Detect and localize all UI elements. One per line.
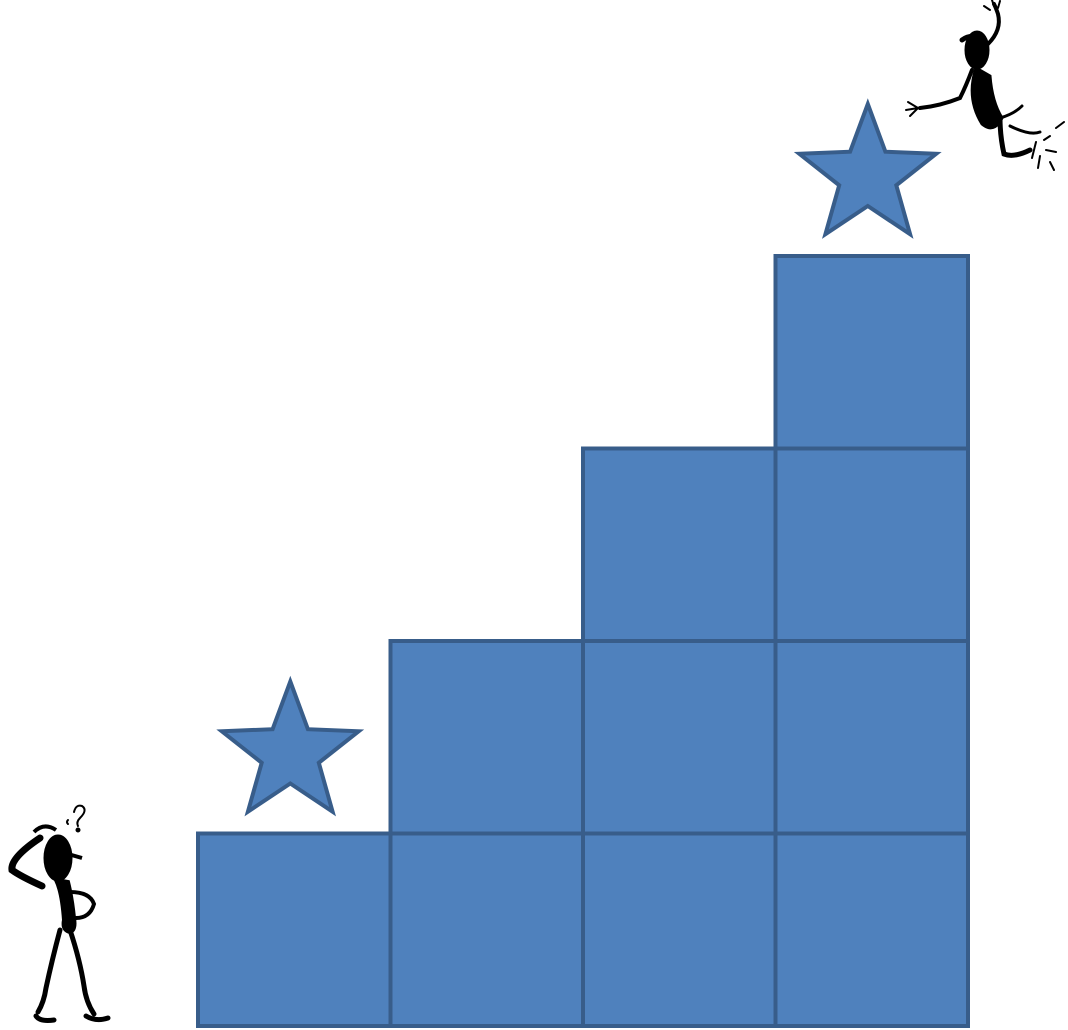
stair-block-col4-row4	[773, 254, 970, 451]
star-top-icon	[793, 98, 942, 239]
thinking-figure-icon	[8, 804, 111, 1023]
stair-block-col4-row1	[773, 831, 970, 1028]
stair-block-col4-row2	[773, 639, 970, 836]
star-bottom-icon	[216, 675, 365, 817]
stair-block-col4-row3	[773, 446, 970, 643]
staircase-blocks	[196, 254, 970, 1028]
stair-block-col2-row1	[388, 831, 585, 1028]
stars	[216, 98, 942, 817]
question-mark-icon	[66, 804, 86, 833]
stair-block-col3-row1	[581, 831, 778, 1028]
stair-block-col3-row2	[581, 639, 778, 836]
stair-block-col2-row2	[388, 639, 585, 836]
jumping-figure-icon	[905, 0, 1065, 171]
stair-block-col1-row1	[196, 831, 393, 1028]
stair-block-col3-row3	[581, 446, 778, 643]
